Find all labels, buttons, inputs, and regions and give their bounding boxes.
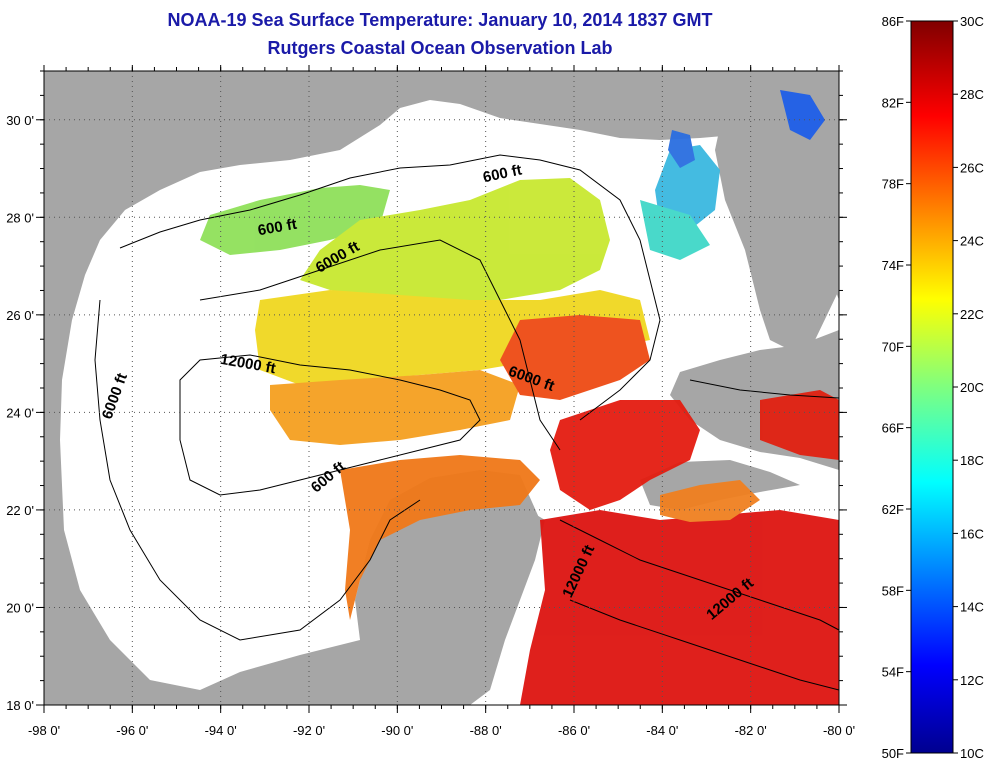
yucatan-land bbox=[370, 505, 545, 705]
lat-tick-label: 26 0' bbox=[6, 308, 34, 323]
fahrenheit-label: 82F bbox=[882, 95, 904, 110]
celsius-label: 24C bbox=[960, 234, 984, 249]
celsius-label: 12C bbox=[960, 673, 984, 688]
lon-tick-label: -80 0' bbox=[823, 723, 855, 738]
celsius-label: 16C bbox=[960, 526, 984, 541]
lat-tick-label: 18 0' bbox=[6, 698, 34, 713]
fahrenheit-label: 78F bbox=[882, 177, 904, 192]
contour-label: 600 ft bbox=[257, 216, 299, 240]
celsius-label: 22C bbox=[960, 307, 984, 322]
lat-tick-label: 24 0' bbox=[6, 405, 34, 420]
lon-tick-label: -86 0' bbox=[558, 723, 590, 738]
lon-tick-label: -84 0' bbox=[646, 723, 678, 738]
colorbar-ticks: 30C 28C 26C 24C 22C 20C 18C 16C 14C 12C 10C 86F 82F 7… bbox=[882, 14, 984, 761]
lon-tick-label: -90 0' bbox=[381, 723, 413, 738]
celsius-label: 14C bbox=[960, 600, 984, 615]
bathymetry-contours bbox=[94, 154, 839, 691]
graticule bbox=[44, 71, 839, 705]
fahrenheit-label: 74F bbox=[882, 258, 904, 273]
lon-tick-label: -96 0' bbox=[116, 723, 148, 738]
lon-tick-label: -94 0' bbox=[205, 723, 237, 738]
lat-tick-label: 28 0' bbox=[6, 210, 34, 225]
celsius-label: 18C bbox=[960, 453, 984, 468]
fahrenheit-label: 66F bbox=[882, 421, 904, 436]
florida-land bbox=[715, 80, 839, 350]
celsius-label: 28C bbox=[960, 87, 984, 102]
celsius-label: 30C bbox=[960, 14, 984, 29]
fahrenheit-label: 70F bbox=[882, 339, 904, 354]
map-title: NOAA-19 Sea Surface Temperature: January… bbox=[167, 10, 713, 30]
lon-tick-label: -82 0' bbox=[735, 723, 767, 738]
lon-tick-label: -92 0' bbox=[293, 723, 325, 738]
lat-tick-label: 20 0' bbox=[6, 600, 34, 615]
axis-ticks: -98 0' -96 0' -94 0' -92 0' -90 0' -88 0' -86 … bbox=[6, 65, 855, 738]
lat-tick-label: 30 0' bbox=[6, 113, 34, 128]
fahrenheit-label: 54F bbox=[882, 665, 904, 680]
fahrenheit-label: 58F bbox=[882, 583, 904, 598]
celsius-label: 20C bbox=[960, 380, 984, 395]
map-subtitle: Rutgers Coastal Ocean Observation Lab bbox=[267, 38, 613, 58]
sst-data bbox=[200, 90, 839, 705]
celsius-label: 10C bbox=[960, 746, 984, 761]
lon-tick-label: -88 0' bbox=[470, 723, 502, 738]
lon-tick-label: -98 0' bbox=[28, 723, 60, 738]
celsius-label: 26C bbox=[960, 160, 984, 175]
colorbar bbox=[910, 20, 954, 754]
fahrenheit-label: 86F bbox=[882, 14, 904, 29]
fahrenheit-label: 50F bbox=[882, 746, 904, 761]
lat-tick-label: 22 0' bbox=[6, 503, 34, 518]
fahrenheit-label: 62F bbox=[882, 502, 904, 517]
